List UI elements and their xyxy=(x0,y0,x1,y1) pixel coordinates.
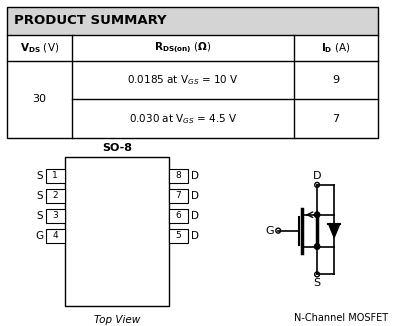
Text: 7: 7 xyxy=(333,114,340,124)
Text: S: S xyxy=(313,278,321,288)
Bar xyxy=(46,229,64,243)
Text: 3: 3 xyxy=(52,211,58,220)
Text: 8: 8 xyxy=(176,171,181,181)
Bar xyxy=(169,229,188,243)
Text: G: G xyxy=(36,230,44,241)
Text: S: S xyxy=(36,171,43,181)
Text: 0.030 at V$_{GS}$ = 4.5 V: 0.030 at V$_{GS}$ = 4.5 V xyxy=(129,112,237,126)
Bar xyxy=(46,189,64,203)
Circle shape xyxy=(314,244,320,249)
Text: $\mathbf{I_D}$ (A): $\mathbf{I_D}$ (A) xyxy=(321,41,351,54)
Bar xyxy=(46,169,64,183)
Text: $\mathbf{V_{DS}}$ (V): $\mathbf{V_{DS}}$ (V) xyxy=(19,41,59,54)
Text: 5: 5 xyxy=(176,231,181,240)
Text: 30: 30 xyxy=(32,95,46,104)
Text: D: D xyxy=(191,230,198,241)
Text: $\mathbf{R_{DS(on)}}$ ($\mathbf{\Omega}$): $\mathbf{R_{DS(on)}}$ ($\mathbf{\Omega}$… xyxy=(154,40,212,55)
Text: 0.0185 at V$_{GS}$ = 10 V: 0.0185 at V$_{GS}$ = 10 V xyxy=(127,73,239,87)
Text: 6: 6 xyxy=(176,211,181,220)
Text: SO-8: SO-8 xyxy=(102,143,132,153)
Text: 7: 7 xyxy=(176,191,181,200)
Text: S: S xyxy=(36,211,43,221)
Text: D: D xyxy=(191,211,198,221)
Bar xyxy=(169,189,188,203)
Text: D: D xyxy=(191,171,198,181)
Bar xyxy=(64,157,169,306)
Polygon shape xyxy=(328,224,340,238)
Text: Top View: Top View xyxy=(94,315,140,325)
Text: 2: 2 xyxy=(52,191,58,200)
Bar xyxy=(169,169,188,183)
Text: N-Channel MOSFET: N-Channel MOSFET xyxy=(294,313,388,323)
Text: D: D xyxy=(313,171,321,181)
Text: 4: 4 xyxy=(52,231,58,240)
Bar xyxy=(169,209,188,223)
Text: 1: 1 xyxy=(52,171,58,181)
Circle shape xyxy=(314,212,320,217)
Bar xyxy=(6,7,378,138)
Text: D: D xyxy=(191,191,198,201)
Text: G: G xyxy=(265,226,274,236)
Bar xyxy=(46,209,64,223)
Text: PRODUCT SUMMARY: PRODUCT SUMMARY xyxy=(14,14,167,27)
Bar xyxy=(6,7,378,35)
Text: S: S xyxy=(36,191,43,201)
Text: 9: 9 xyxy=(333,75,340,85)
